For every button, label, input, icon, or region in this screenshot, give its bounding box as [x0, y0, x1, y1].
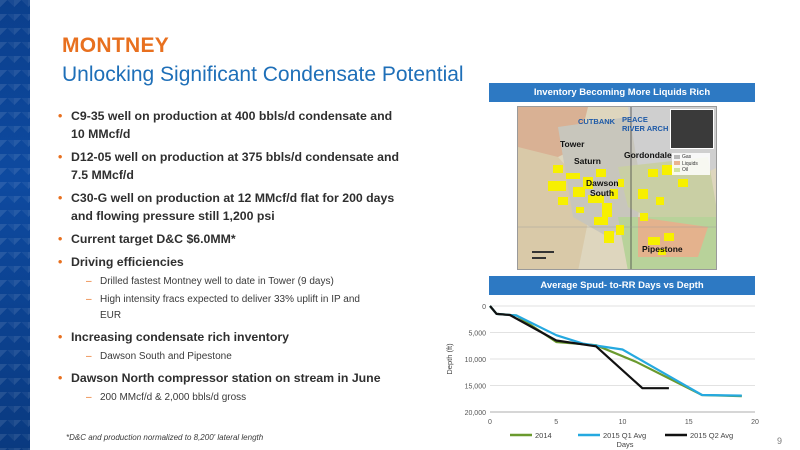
bullet-marker: •: [58, 109, 63, 123]
bullet-text: C9-35 well on production at 400 bbls/d c…: [71, 109, 393, 123]
bullet-text-continued: 7.5 MMcf/d: [71, 168, 134, 182]
y-axis-title: Depth (ft): [445, 343, 454, 375]
x-axis-title: Days: [616, 440, 633, 449]
bullet-text: Drilled fastest Montney well to date in …: [100, 276, 334, 287]
legend-liquids: Liquids: [682, 160, 698, 167]
bullet-marker: •: [58, 371, 63, 385]
label-gordondale: Gordondale: [624, 150, 672, 160]
label-dawson-2: South: [590, 188, 615, 198]
bullet-text: Driving efficiencies: [71, 255, 184, 269]
bullet-item: • D12-05 well on production at 375 bbls/d…: [58, 148, 428, 184]
chart-panel-header: Average Spud- to-RR Days vs Depth: [489, 276, 755, 295]
map-legend: Gas Liquids Oil: [672, 153, 710, 175]
bullet-item: • Current target D&C $6.0MM*: [58, 230, 428, 248]
y-tick-label: 15,000: [465, 384, 487, 391]
sub-bullet-item: – Dawson South and Pipestone: [58, 349, 428, 365]
bullet-text-continued: and flowing pressure still 1,200 psi: [71, 209, 275, 223]
legend-label-0: 2014: [535, 431, 552, 440]
slide-title: MONTNEY: [62, 34, 170, 57]
legend-label-1: 2015 Q1 Avg: [603, 431, 646, 440]
bullet-text-continued: EUR: [100, 310, 122, 321]
bullet-marker: •: [58, 191, 63, 205]
x-tick-label: 0: [488, 419, 492, 426]
bullet-item: • Increasing condensate rich inventory: [58, 328, 428, 346]
series-line-1: [489, 305, 742, 397]
label-peace-river-1: PEACE: [622, 115, 648, 124]
bullet-item: • C30-G well on production at 12 MMcf/d f…: [58, 189, 428, 225]
y-tick-label: 5,000: [468, 331, 486, 338]
spud-days-chart: 0 5,000 10,000 15,000 20,000 0 5 10 15 20 Depth (f…: [440, 298, 770, 450]
bullet-text-continued: 10 MMcf/d: [71, 127, 131, 141]
y-tick-label: 20,000: [465, 410, 487, 417]
x-tick-label: 5: [554, 419, 558, 426]
dash-marker: –: [86, 294, 92, 305]
x-tick-label: 20: [751, 419, 759, 426]
x-tick-label: 10: [619, 419, 627, 426]
slide-subtitle: Unlocking Significant Condensate Potenti…: [62, 63, 464, 86]
bullet-text: Dawson North compressor station on strea…: [71, 371, 381, 385]
legend-gas: Gas: [682, 154, 692, 160]
bullet-text: High intensity fracs expected to deliver…: [100, 294, 360, 305]
map-panel-header: Inventory Becoming More Liquids Rich: [489, 83, 755, 102]
bullet-item: • Driving efficiencies: [58, 253, 428, 271]
bullet-marker: •: [58, 150, 63, 164]
bullet-text: D12-05 well on production at 375 bbls/d …: [71, 150, 399, 164]
label-tower: Tower: [560, 139, 585, 149]
label-peace-river-2: RIVER ARCH: [622, 124, 669, 133]
label-cutbank: CUTBANK: [578, 117, 616, 126]
side-stripe: [0, 0, 30, 450]
y-tick-label: 0: [482, 304, 486, 311]
bullet-text: Current target D&C $6.0MM*: [71, 232, 236, 246]
bullet-marker: •: [58, 232, 63, 246]
bullet-marker: •: [58, 330, 63, 344]
montney-map: Gas Liquids Oil CUTBANK PEACE RIVER ARCH…: [517, 106, 717, 270]
dash-marker: –: [86, 392, 92, 403]
sub-bullet-item: –200 MMcf/d & 2,000 bbls/d gross: [58, 390, 428, 406]
series-line-0: [489, 305, 742, 398]
x-tick-label: 15: [685, 419, 693, 426]
sub-bullet-item: – Drilled fastest Montney well to date in…: [58, 274, 428, 290]
y-tick-label: 10,000: [465, 357, 487, 364]
inset-locator-map: [670, 109, 714, 149]
bullet-text: Dawson South and Pipestone: [100, 351, 232, 362]
bullet-list: • C9-35 well on production at 400 bbls/d …: [58, 107, 428, 410]
legend-label-2: 2015 Q2 Avg: [690, 431, 733, 440]
bullet-text: C30-G well on production at 12 MMcf/d fl…: [71, 191, 395, 205]
page-number: 9: [777, 436, 783, 446]
label-dawson-1: Dawson: [586, 178, 619, 188]
label-saturn: Saturn: [574, 156, 601, 166]
bullet-text: 200 MMcf/d & 2,000 bbls/d gross: [100, 392, 247, 403]
dash-marker: –: [86, 276, 92, 287]
label-pipestone: Pipestone: [642, 244, 683, 254]
series-line-2: [489, 305, 669, 390]
legend-oil: Oil: [682, 167, 689, 173]
bullet-text: Increasing condensate rich inventory: [71, 330, 289, 344]
bullet-item: • Dawson North compressor station on stre…: [58, 369, 428, 387]
sub-bullet-item: – High intensity fracs expected to delive…: [58, 292, 428, 324]
bullet-item: • C9-35 well on production at 400 bbls/d …: [58, 107, 428, 143]
bullet-marker: •: [58, 255, 63, 269]
dash-marker: –: [86, 351, 92, 362]
footnote: *D&C and production normalized to 8,200'…: [66, 433, 264, 442]
